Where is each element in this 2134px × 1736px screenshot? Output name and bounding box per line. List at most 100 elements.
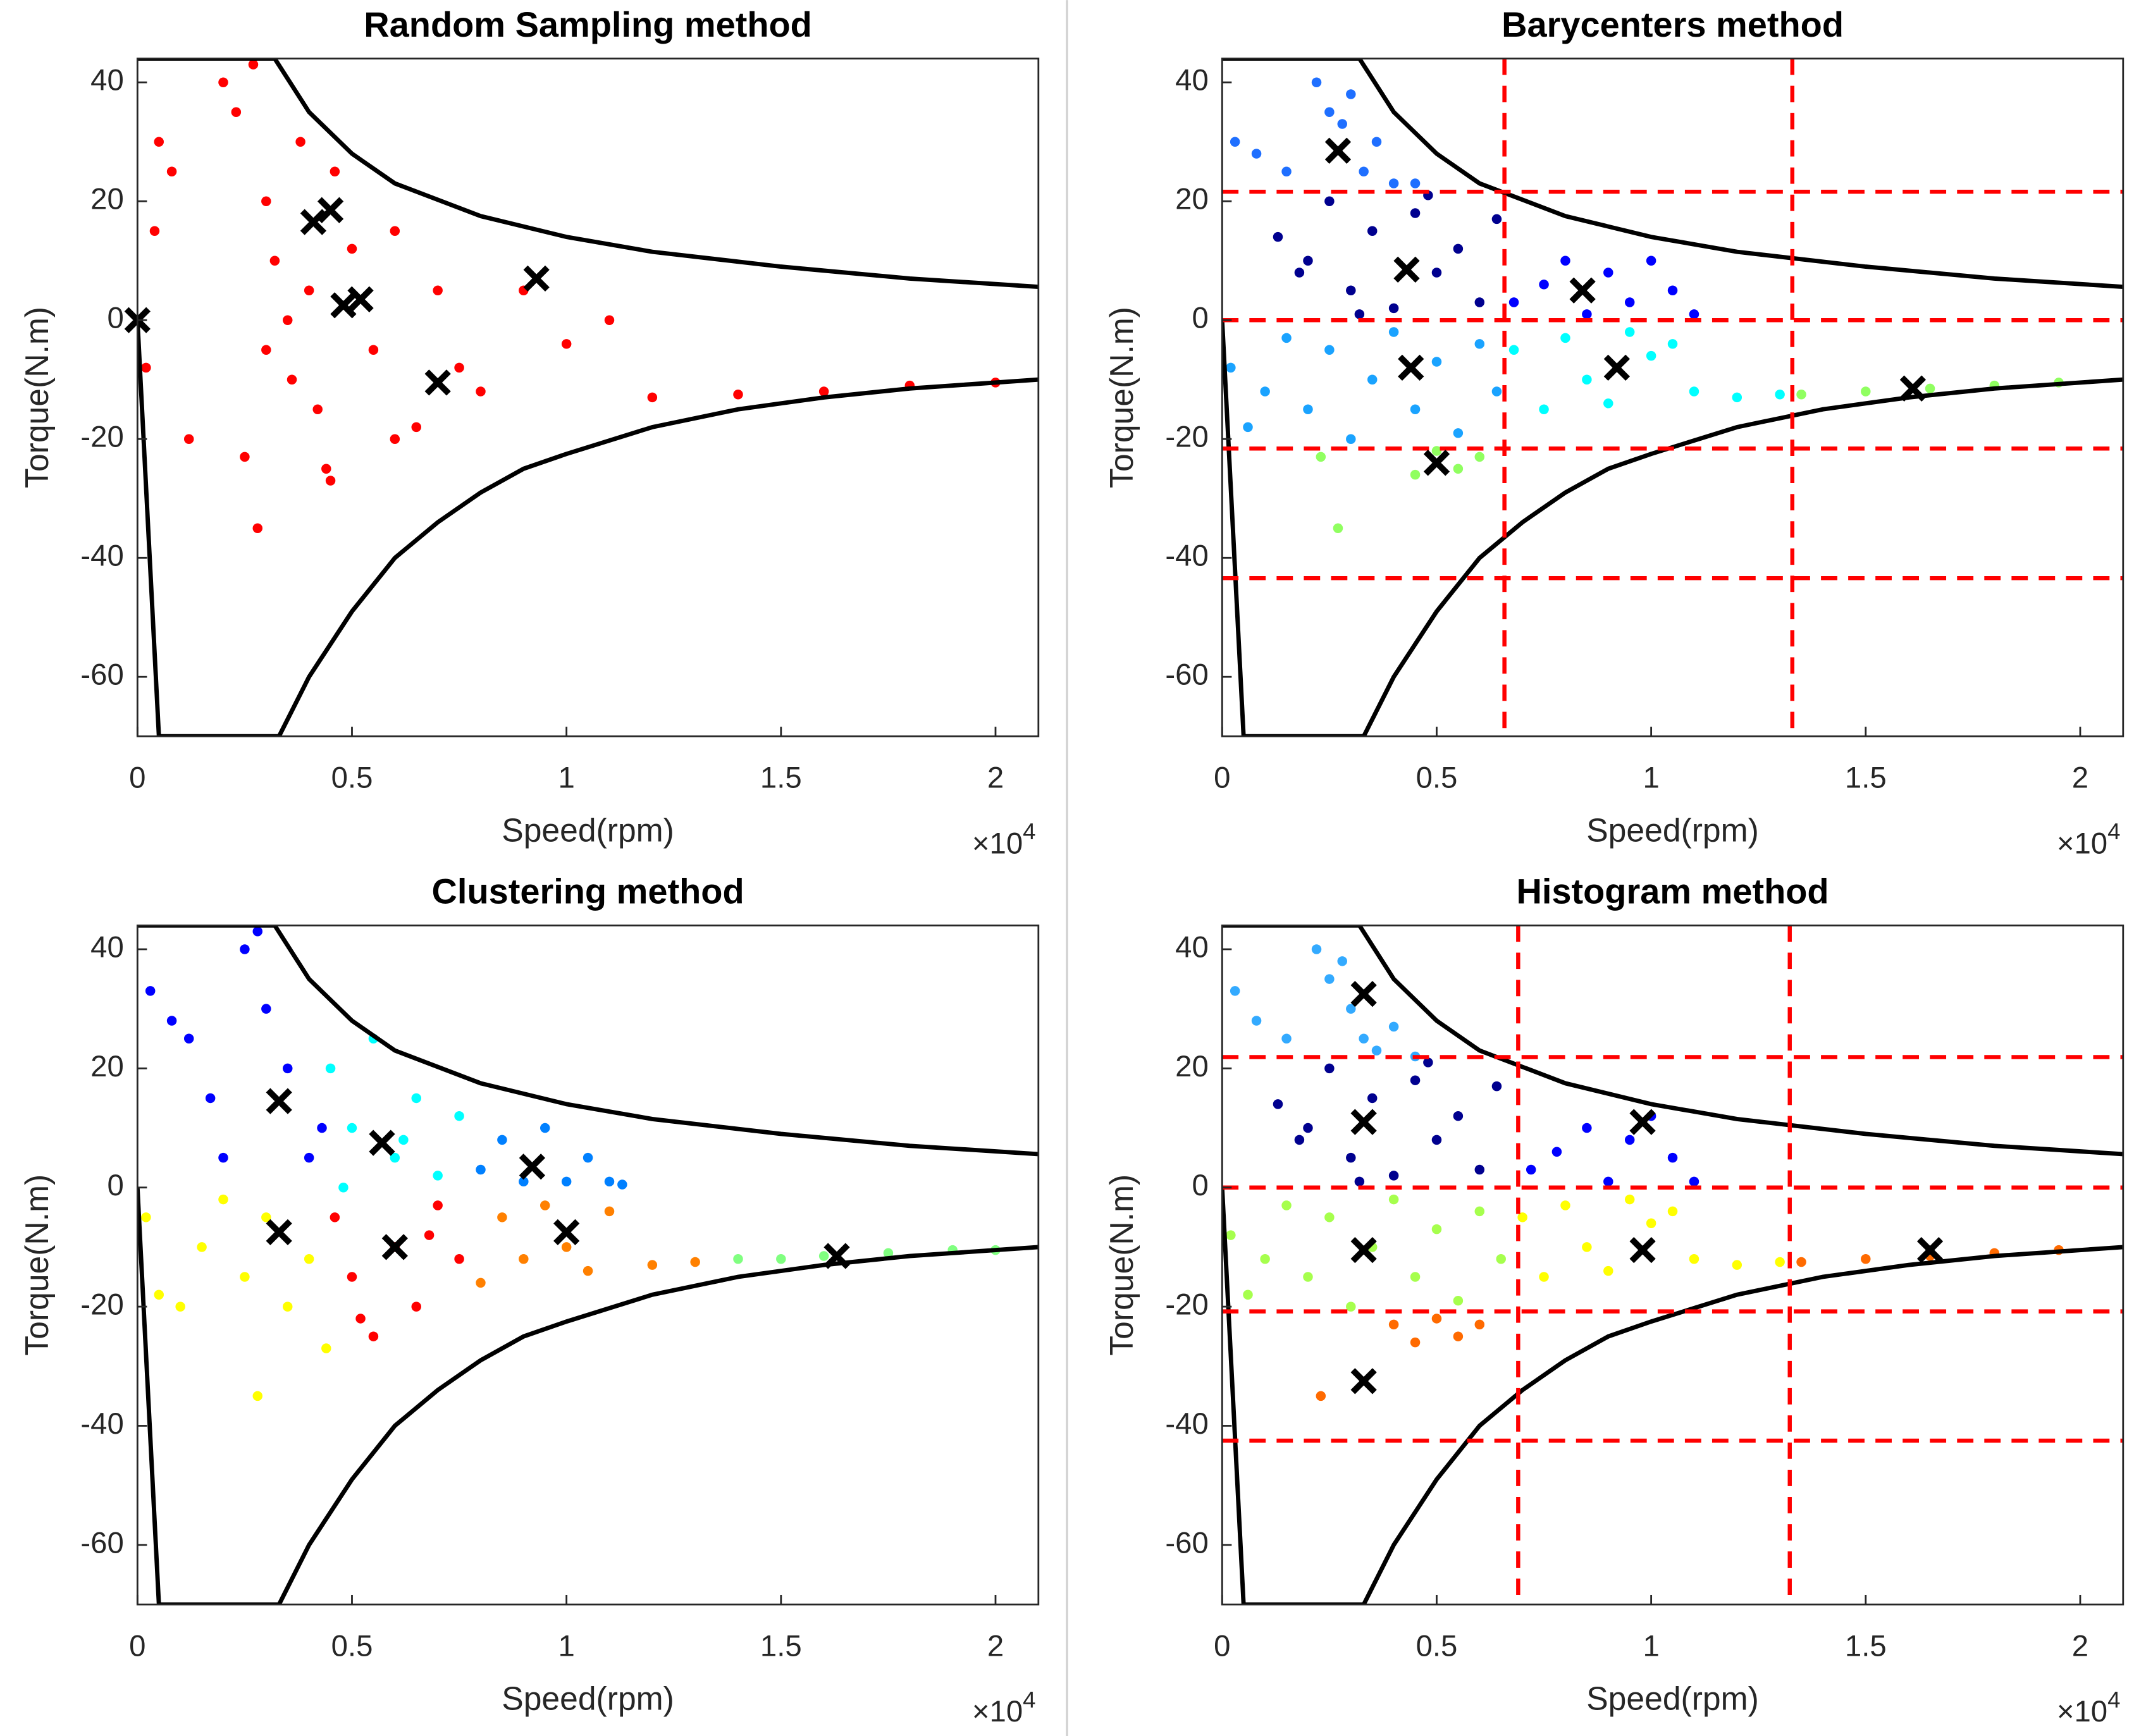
scatter-point bbox=[390, 226, 400, 236]
scatter-point bbox=[330, 1212, 340, 1222]
scatter-point bbox=[1689, 1254, 1699, 1264]
scatter-point bbox=[1582, 309, 1592, 319]
scatter-point bbox=[818, 1251, 829, 1261]
chart-title: Histogram method bbox=[1516, 871, 1829, 911]
x-tick-label: 1.5 bbox=[1845, 1629, 1887, 1663]
scatter-point bbox=[1667, 339, 1678, 349]
multiplier-exponent: 4 bbox=[2107, 1686, 2120, 1712]
x-tick-label: 2 bbox=[2072, 761, 2088, 795]
scatter-point bbox=[1431, 1135, 1442, 1145]
center-marker bbox=[1350, 1236, 1377, 1264]
multiplier-base: ×10 bbox=[972, 827, 1023, 860]
x-multiplier: ×104 bbox=[972, 818, 1036, 860]
scatter-point bbox=[1281, 166, 1292, 176]
scatter-point bbox=[1861, 1254, 1871, 1264]
scatter-point bbox=[166, 1016, 177, 1026]
scatter-point bbox=[583, 1265, 593, 1276]
scatter-point bbox=[1371, 137, 1382, 147]
scatter-point bbox=[1667, 1206, 1678, 1217]
scatter-point bbox=[1359, 166, 1369, 176]
plot-background bbox=[137, 58, 1039, 737]
scatter-point bbox=[325, 1063, 336, 1074]
scatter-point bbox=[647, 392, 658, 403]
scatter-point bbox=[1324, 1212, 1335, 1222]
scatter-point bbox=[1324, 974, 1335, 984]
scatter-point bbox=[1410, 1075, 1421, 1085]
x-tick-label: 0.5 bbox=[331, 761, 373, 795]
boundary-curve bbox=[1222, 320, 2123, 737]
scatter-point bbox=[1526, 1164, 1536, 1175]
center-marker bbox=[369, 1130, 395, 1156]
scatter-point bbox=[261, 1004, 271, 1014]
center-marker bbox=[1350, 1368, 1377, 1394]
scatter-point bbox=[252, 523, 263, 533]
boundary-curve bbox=[1222, 1187, 2123, 1605]
scatter-point bbox=[1388, 327, 1399, 337]
scatter-point bbox=[145, 986, 156, 996]
scatter-point bbox=[1551, 1147, 1562, 1157]
scatter-point bbox=[1431, 268, 1442, 278]
x-tick-label: 1 bbox=[1643, 1629, 1659, 1663]
y-tick-label: -20 bbox=[1165, 421, 1208, 454]
y-tick-label: 40 bbox=[90, 930, 124, 964]
scatter-point bbox=[1243, 1290, 1253, 1300]
x-axis-label: Speed(rpm) bbox=[502, 1680, 674, 1716]
scatter-point bbox=[1388, 303, 1399, 314]
panel: 0 0.5 1 1.5 2 40 20 0 -20 -40 -60 Barycenters metho… bbox=[1103, 4, 2125, 860]
center-marker bbox=[1899, 375, 1927, 402]
scatter-point bbox=[1689, 309, 1699, 319]
center-marker bbox=[1350, 980, 1377, 1007]
scatter-point bbox=[312, 404, 323, 414]
scatter-point bbox=[1303, 404, 1313, 414]
scatter-point bbox=[1324, 196, 1335, 206]
scatter-point bbox=[1294, 268, 1305, 278]
scatter-point bbox=[883, 1248, 894, 1259]
scatter-point bbox=[1624, 1135, 1635, 1145]
scatter-point bbox=[1281, 1033, 1292, 1044]
center-marker bbox=[266, 1088, 292, 1114]
scatter-point bbox=[1453, 464, 1464, 474]
scatter-point bbox=[1303, 255, 1313, 266]
scatter-point bbox=[231, 107, 242, 117]
scatter-point bbox=[604, 1206, 615, 1217]
scatter-point bbox=[1508, 297, 1519, 307]
scatter-point bbox=[1474, 1164, 1485, 1175]
scatter-point bbox=[304, 1254, 314, 1264]
scatter-point bbox=[261, 1212, 271, 1222]
scatter-point bbox=[433, 285, 443, 295]
scatter-point bbox=[476, 1164, 486, 1175]
scatter-point bbox=[347, 1272, 357, 1282]
panel: 0 0.5 1 1.5 2 40 20 0 -20 -40 -60 Histogram method S… bbox=[1103, 871, 2125, 1728]
x-tick-label: 2 bbox=[987, 1629, 1004, 1663]
boundary-curve bbox=[137, 925, 1039, 1157]
scatter-point bbox=[183, 434, 194, 444]
scatter-point bbox=[1337, 119, 1347, 129]
boundary-curve bbox=[137, 320, 1039, 737]
y-tick-label: 20 bbox=[90, 183, 124, 216]
y-tick-label: 20 bbox=[1175, 1050, 1209, 1083]
x-multiplier: ×104 bbox=[972, 1686, 1036, 1728]
boundary-curve bbox=[1222, 925, 2123, 1157]
scatter-point bbox=[261, 345, 271, 355]
scatter-point bbox=[1333, 523, 1343, 533]
scatter-point bbox=[240, 452, 250, 462]
scatter-point bbox=[1410, 1272, 1421, 1282]
scatter-point bbox=[269, 255, 280, 266]
scatter-point bbox=[321, 1343, 331, 1353]
y-tick-label: -20 bbox=[1165, 1288, 1208, 1322]
center-marker bbox=[1603, 354, 1631, 381]
scatter-point bbox=[154, 1290, 164, 1300]
scatter-point bbox=[1410, 1337, 1421, 1348]
y-tick-label: 0 bbox=[107, 302, 123, 335]
center-marker bbox=[1350, 1109, 1377, 1135]
center-marker bbox=[330, 292, 357, 319]
x-tick-label: 1.5 bbox=[1845, 761, 1887, 795]
center-marker bbox=[1569, 277, 1596, 304]
scatter-point bbox=[1646, 350, 1656, 361]
scatter-point bbox=[690, 1257, 700, 1267]
scatter-point bbox=[1243, 422, 1253, 433]
scatter-point bbox=[1646, 1218, 1656, 1228]
y-tick-label: -60 bbox=[1165, 1526, 1208, 1560]
center-marker bbox=[823, 1243, 850, 1269]
y-tick-label: 0 bbox=[1192, 302, 1208, 335]
